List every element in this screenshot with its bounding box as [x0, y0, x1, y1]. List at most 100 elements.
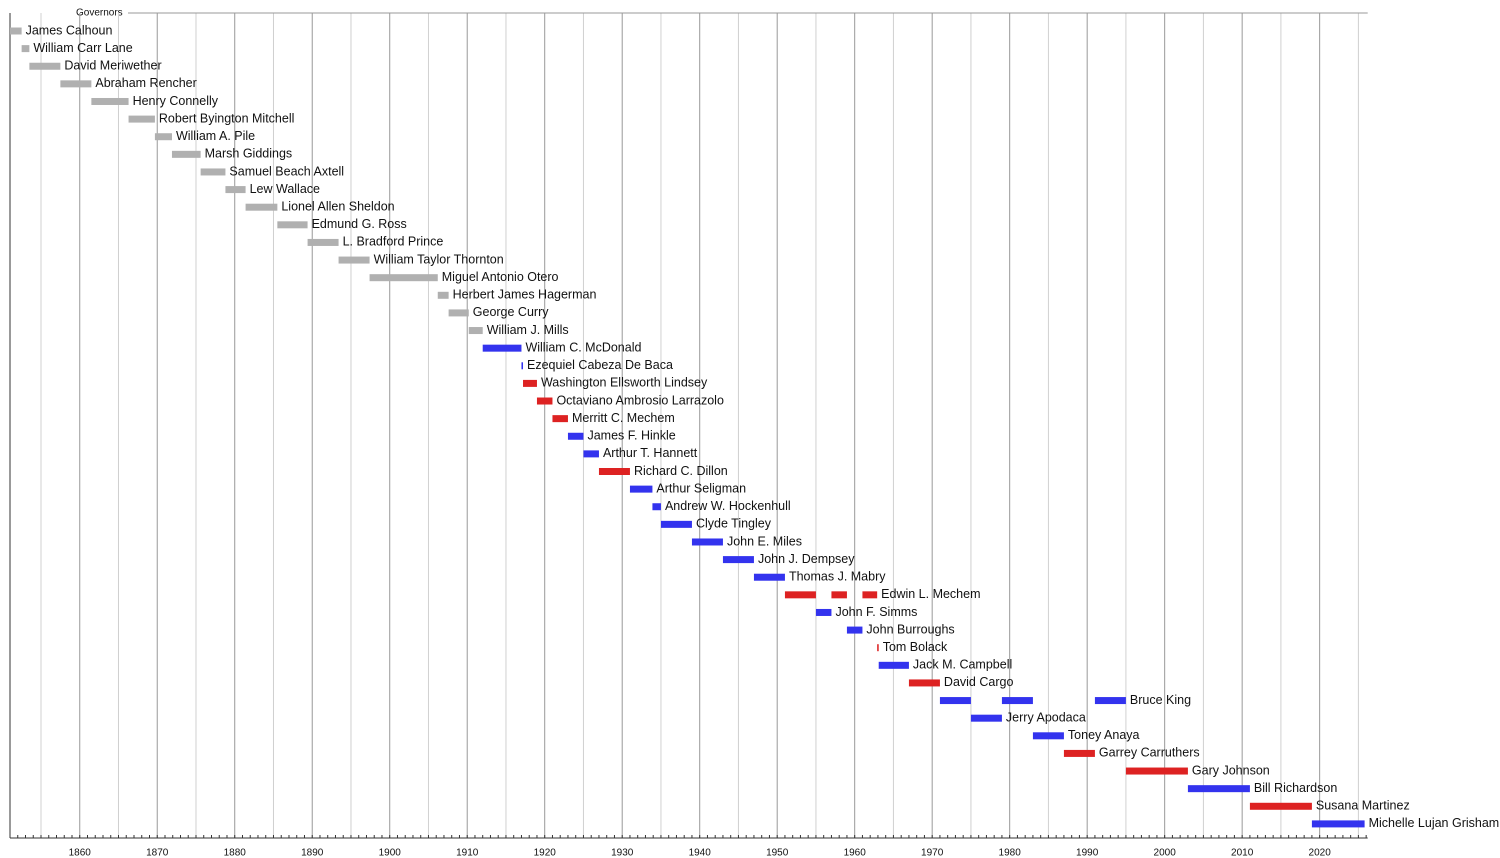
governor-label: William Taylor Thornton — [374, 252, 504, 266]
term-bar — [862, 591, 878, 599]
term-bar — [369, 274, 438, 282]
term-bar — [307, 238, 339, 246]
governor-label: John F. Simms — [835, 605, 917, 619]
x-tick-label: 1900 — [379, 848, 402, 858]
term-bar — [60, 80, 92, 88]
governor-label: Merritt C. Mechem — [572, 411, 675, 425]
term-bar — [629, 485, 653, 493]
term-bar — [1063, 749, 1095, 757]
governor-label: Garrey Carruthers — [1099, 746, 1200, 760]
x-tick-label: 2000 — [1154, 848, 1177, 858]
governor-label: Miguel Antonio Otero — [442, 270, 559, 284]
term-bar — [939, 697, 971, 705]
governor-label: Bruce King — [1130, 693, 1191, 707]
term-bar — [691, 538, 723, 546]
governor-label: Henry Connelly — [133, 94, 219, 108]
x-tick-label: 1970 — [921, 848, 944, 858]
x-tick-label: 1880 — [224, 848, 247, 858]
term-bar — [753, 573, 785, 581]
term-bar — [10, 27, 22, 35]
term-bar — [877, 644, 879, 652]
governor-label: James F. Hinkle — [587, 429, 675, 443]
term-bar — [722, 556, 754, 564]
term-bar — [1094, 697, 1126, 705]
term-bar — [660, 520, 692, 528]
x-tick-label: 1910 — [456, 848, 479, 858]
term-bar — [21, 45, 30, 53]
governor-label: Marsh Giddings — [205, 147, 293, 161]
x-tick-label: 1980 — [999, 848, 1022, 858]
term-bar — [245, 203, 278, 211]
governor-label: Arthur Seligman — [656, 481, 746, 495]
term-bar — [277, 221, 308, 229]
term-bar — [338, 256, 370, 264]
governor-label: Michelle Lujan Grisham — [1369, 816, 1500, 830]
term-bar — [91, 97, 129, 105]
term-bar — [598, 468, 630, 475]
governor-label: Toney Anaya — [1068, 728, 1140, 742]
term-bar — [468, 327, 483, 335]
x-tick-label: 1860 — [69, 848, 92, 858]
x-tick-label: 1960 — [844, 848, 867, 858]
governor-label: William A. Pile — [176, 129, 255, 143]
governor-label: Susana Martinez — [1316, 799, 1410, 813]
governor-label: David Meriwether — [64, 59, 161, 73]
governor-label: George Curry — [473, 305, 549, 319]
term-bar — [1249, 802, 1312, 810]
governor-label: Tom Bolack — [883, 640, 948, 654]
term-bar — [908, 679, 940, 687]
term-bar — [536, 397, 553, 405]
governor-label: Abraham Rencher — [95, 76, 196, 90]
x-tick-label: 2020 — [1309, 848, 1332, 858]
governor-label: William C. McDonald — [525, 340, 641, 354]
term-bar — [225, 186, 246, 194]
term-bar — [1311, 820, 1365, 828]
x-tick-label: 1890 — [301, 848, 324, 858]
governor-label: John E. Miles — [727, 534, 802, 548]
term-bar — [583, 450, 599, 458]
term-bar — [154, 133, 172, 141]
term-bar — [878, 661, 909, 669]
governor-label: Samuel Beach Axtell — [229, 164, 344, 178]
governor-label: Bill Richardson — [1254, 781, 1337, 795]
x-tick-label: 1940 — [689, 848, 712, 858]
governor-label: Robert Byington Mitchell — [159, 111, 294, 125]
term-bar — [200, 168, 226, 176]
governor-label: Richard C. Dillon — [634, 464, 728, 478]
x-tick-label: 1920 — [534, 848, 557, 858]
term-bar — [1187, 785, 1250, 793]
term-bar — [652, 503, 661, 511]
governor-label: Herbert James Hagerman — [453, 288, 597, 302]
term-bar — [567, 432, 584, 440]
term-bar — [521, 362, 524, 370]
governor-label: James Calhoun — [26, 23, 113, 37]
term-bar — [128, 115, 155, 123]
governor-label: William Carr Lane — [33, 41, 132, 55]
governor-label: Ezequiel Cabeza De Baca — [527, 358, 673, 372]
governor-label: Lionel Allen Sheldon — [281, 199, 394, 213]
term-bar — [1001, 697, 1033, 705]
term-bar — [437, 291, 449, 299]
x-tick-label: 1930 — [611, 848, 634, 858]
governor-label: Gary Johnson — [1192, 763, 1270, 777]
governor-label: John Burroughs — [866, 622, 954, 636]
governor-label: David Cargo — [944, 675, 1014, 689]
governor-label: John J. Dempsey — [758, 552, 855, 566]
x-tick-label: 1870 — [146, 848, 169, 858]
term-bar — [1125, 767, 1188, 775]
governor-label: Edmund G. Ross — [312, 217, 407, 231]
term-bar — [29, 62, 61, 70]
governor-label: L. Bradford Prince — [343, 235, 444, 249]
governor-label: William J. Mills — [487, 323, 569, 337]
x-tick-label: 2010 — [1231, 848, 1254, 858]
term-bar — [970, 714, 1002, 722]
term-bar — [831, 591, 847, 599]
term-bar — [482, 344, 522, 352]
governor-label: Arthur T. Hannett — [603, 446, 698, 460]
term-bar — [815, 608, 832, 616]
term-bar — [1032, 732, 1064, 740]
term-bar — [523, 379, 537, 387]
governor-label: Washington Ellsworth Lindsey — [541, 376, 708, 390]
x-tick-label: 1990 — [1076, 848, 1099, 858]
